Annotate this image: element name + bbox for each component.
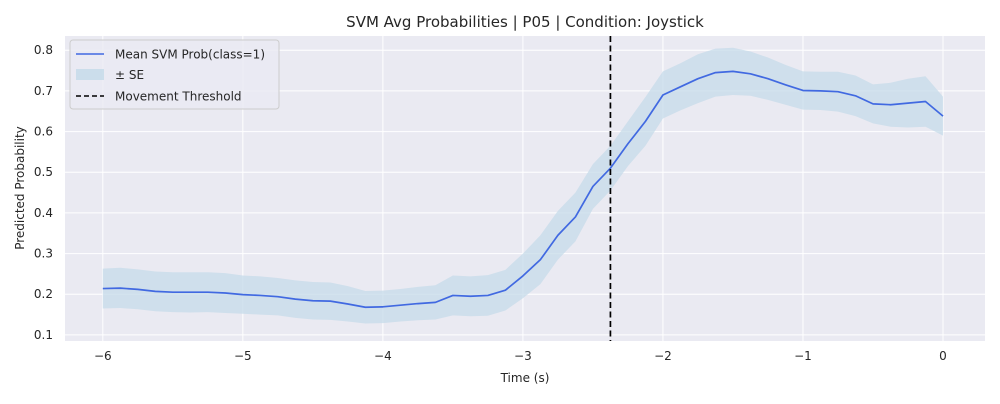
- legend: Mean SVM Prob(class=1) ± SE Movement Thr…: [69, 39, 280, 110]
- legend-label-threshold: Movement Threshold: [115, 90, 242, 104]
- mean-probability-line: [102, 70, 944, 309]
- y-tick-label: 0.2: [34, 287, 53, 301]
- y-tick-label: 0.4: [34, 206, 53, 220]
- legend-band-swatch: [76, 69, 104, 80]
- y-tick-label: 0.6: [34, 125, 53, 139]
- x-tick-label: −5: [234, 349, 252, 363]
- x-tick-label: −3: [514, 349, 532, 363]
- y-tick-label: 0.3: [34, 247, 53, 261]
- y-tick-label: 0.8: [34, 43, 53, 57]
- legend-box: [69, 39, 280, 110]
- x-tick-labels: −6 −5 −4 −3 −2 −1 0: [94, 349, 947, 363]
- chart-title: SVM Avg Probabilities | P05 | Condition:…: [346, 13, 704, 31]
- se-band: [102, 47, 943, 324]
- y-tick-label: 0.7: [34, 84, 53, 98]
- x-tick-label: −4: [374, 349, 392, 363]
- x-tick-label: 0: [939, 349, 947, 363]
- y-tick-label: 0.5: [34, 165, 53, 179]
- legend-label-mean: Mean SVM Prob(class=1): [115, 48, 265, 62]
- y-tick-label: 0.1: [34, 328, 53, 342]
- x-tick-label: −2: [654, 349, 672, 363]
- y-tick-labels: 0.1 0.2 0.3 0.4 0.5 0.6 0.7 0.8: [34, 43, 53, 342]
- se-band-layer: [102, 47, 943, 324]
- x-axis-label: Time (s): [500, 371, 550, 385]
- y-axis-label: Predicted Probability: [13, 126, 27, 250]
- series-line-layer: [102, 70, 944, 309]
- x-tick-label: −1: [794, 349, 812, 363]
- x-tick-label: −6: [94, 349, 112, 363]
- legend-label-se: ± SE: [115, 68, 144, 82]
